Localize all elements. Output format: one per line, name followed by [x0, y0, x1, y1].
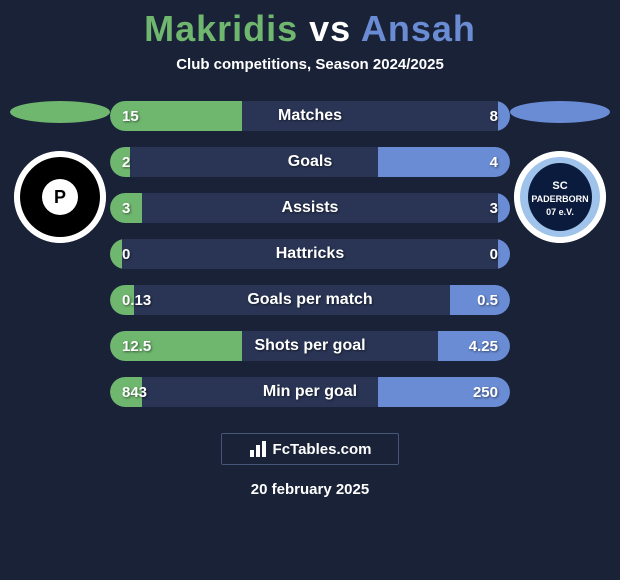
stat-value-right: 8	[490, 108, 498, 125]
bars-icon	[249, 440, 269, 458]
footer-brand-box: FcTables.com	[221, 433, 399, 465]
stat-value-right: 0.5	[477, 292, 498, 309]
stat-row: 0.13Goals per match0.5	[110, 285, 510, 315]
stat-row: 0Hattricks0	[110, 239, 510, 269]
vs-text: vs	[309, 8, 351, 49]
left-ellipse	[10, 101, 110, 123]
stat-label: Shots per goal	[110, 337, 510, 355]
stats-list: 15Matches8 2Goals4 3Assists3 0Hattricks0 0.1…	[110, 101, 510, 407]
stat-row: 15Matches8	[110, 101, 510, 131]
stat-value-right: 0	[490, 246, 498, 263]
svg-text:SC: SC	[552, 180, 567, 192]
stat-value-right: 250	[473, 384, 498, 401]
stat-value-right: 4.25	[469, 338, 498, 355]
comparison-container: P SC PADERBORN 07 e.V. 15Matches8	[0, 101, 620, 407]
subtitle: Club competitions, Season 2024/2025	[0, 56, 620, 73]
left-club-badge: P	[10, 101, 110, 243]
stat-label: Min per goal	[110, 383, 510, 401]
svg-text:PADERBORN: PADERBORN	[531, 194, 588, 204]
svg-text:07 e.V.: 07 e.V.	[546, 207, 574, 217]
right-club-badge: SC PADERBORN 07 e.V.	[510, 101, 610, 243]
right-club-logo: SC PADERBORN 07 e.V.	[514, 151, 606, 243]
preussen-logo-icon: P	[14, 151, 106, 243]
player2-name: Ansah	[361, 8, 476, 49]
footer-brand-text: FcTables.com	[273, 441, 372, 458]
player1-name: Makridis	[144, 8, 298, 49]
stat-row: 843Min per goal250	[110, 377, 510, 407]
stat-value-right: 3	[490, 200, 498, 217]
stat-label: Matches	[110, 107, 510, 125]
stat-row: 3Assists3	[110, 193, 510, 223]
stat-label: Goals	[110, 153, 510, 171]
stat-label: Hattricks	[110, 245, 510, 263]
right-ellipse	[510, 101, 610, 123]
date-text: 20 february 2025	[0, 481, 620, 498]
left-club-logo: P	[14, 151, 106, 243]
stat-label: Goals per match	[110, 291, 510, 309]
stat-value-right: 4	[490, 154, 498, 171]
stat-row: 2Goals4	[110, 147, 510, 177]
stat-label: Assists	[110, 199, 510, 217]
stat-row: 12.5Shots per goal4.25	[110, 331, 510, 361]
comparison-title: Makridis vs Ansah	[0, 0, 620, 50]
paderborn-logo-icon: SC PADERBORN 07 e.V.	[514, 151, 606, 243]
svg-text:P: P	[54, 187, 66, 207]
